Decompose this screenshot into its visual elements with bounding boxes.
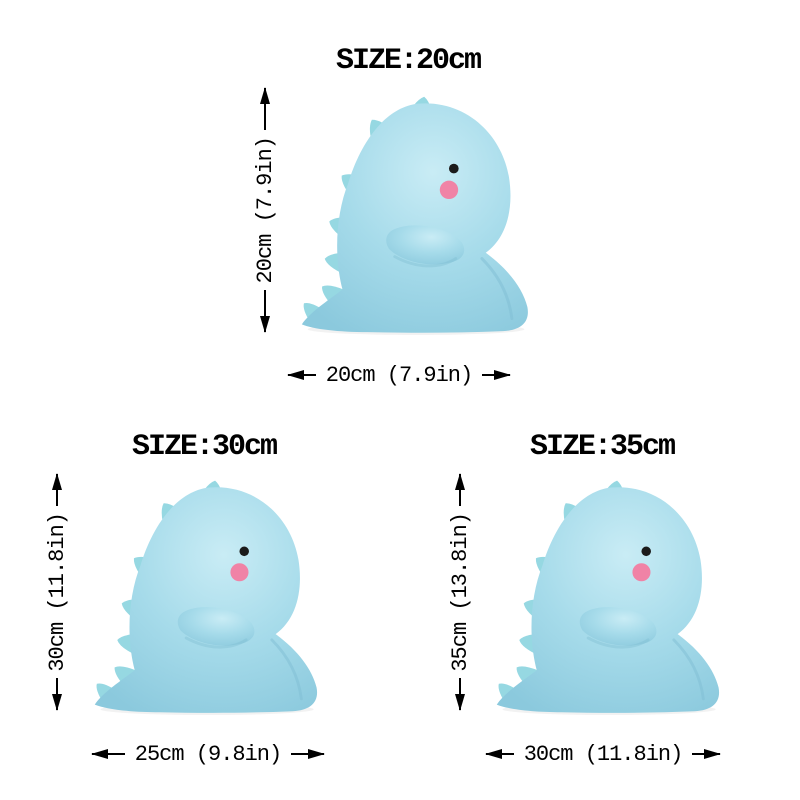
arrow-up-icon [260,87,270,130]
width-label: 25cm (9.8in) [134,741,282,767]
width-dimension: 20cm (7.9in) [287,358,511,392]
panel-title: SIZE:30cm [131,430,278,464]
arrow-left-icon [287,370,316,380]
arrow-down-icon [52,678,62,711]
arrow-down-icon [455,678,465,711]
height-label: 35cm (13.8in) [447,512,473,672]
width-label: 20cm (7.9in) [325,362,473,388]
width-dimension: 30cm (11.8in) [485,737,721,771]
dinosaur-plush-image [486,478,736,716]
width-label: 30cm (11.8in) [523,741,684,767]
panel-title: SIZE:20cm [335,44,482,78]
arrow-left-icon [91,749,125,759]
height-dimension: 30cm (11.8in) [39,473,75,711]
arrow-left-icon [485,749,514,759]
arrow-right-icon [291,749,325,759]
arrow-down-icon [260,290,270,333]
arrow-up-icon [455,473,465,506]
arrow-right-icon [482,370,511,380]
panel-title: SIZE:35cm [529,430,676,464]
arrow-up-icon [52,473,62,506]
height-dimension: 20cm (7.9in) [247,87,283,333]
width-dimension: 25cm (9.8in) [91,737,325,771]
height-dimension: 35cm (13.8in) [442,473,478,711]
arrow-right-icon [692,749,721,759]
